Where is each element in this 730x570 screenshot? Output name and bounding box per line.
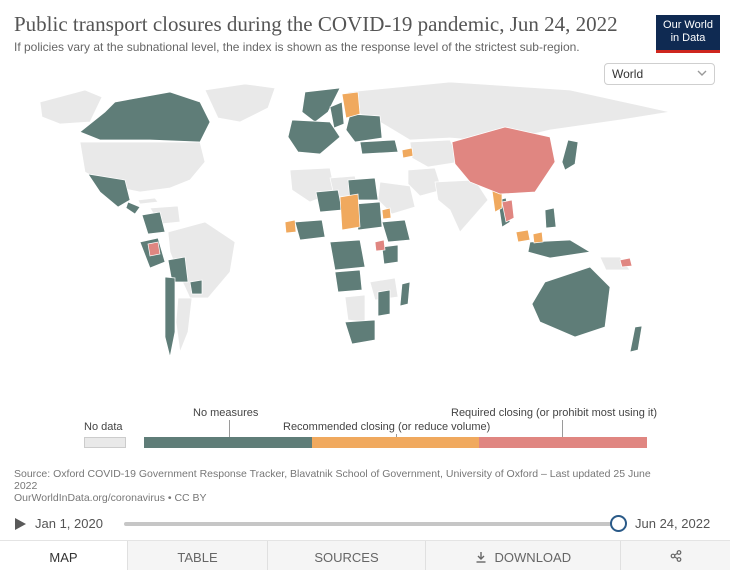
- tab-download-label: DOWNLOAD: [494, 550, 572, 565]
- region-china: [451, 126, 556, 195]
- tab-map[interactable]: MAP: [0, 541, 127, 570]
- tab-sources-label: SOURCES: [314, 550, 379, 565]
- region-philippines: [544, 207, 557, 229]
- source-line-1: Source: Oxford COVID-19 Government Respo…: [14, 468, 651, 480]
- legend-tick-required: [562, 420, 563, 437]
- region-madagascar: [399, 281, 411, 307]
- region-canada: [79, 91, 211, 143]
- legend-label-no-data: No data: [84, 421, 123, 433]
- region-azerbaijan: [401, 147, 414, 159]
- region-chile: [164, 276, 176, 358]
- legend-label-recommended: Recommended closing (or reduce volume): [283, 421, 491, 433]
- region-saudi-arabia: [377, 181, 416, 215]
- download-icon: [476, 552, 486, 563]
- region-eritrea: [381, 207, 392, 220]
- region-central-america: [125, 201, 141, 215]
- chevron-down-icon: [697, 70, 707, 76]
- legend-tick-no-measures: [229, 420, 230, 437]
- legend-tick-recommended: [396, 434, 397, 437]
- timeline-track[interactable]: [124, 522, 618, 526]
- logo-accent-bar: [656, 50, 720, 53]
- region-borneo-east: [532, 231, 544, 244]
- region-malaysia: [515, 229, 531, 243]
- region-australia: [531, 266, 611, 338]
- region-greenland: [204, 83, 276, 123]
- region-india: [434, 179, 489, 233]
- region-alaska: [39, 89, 103, 125]
- tab-table-label: TABLE: [177, 550, 218, 565]
- region-bolivia: [167, 256, 189, 283]
- source-line-2: 2022: [14, 480, 38, 492]
- world-map[interactable]: [30, 82, 690, 407]
- region-niger: [315, 189, 343, 213]
- region-norway: [301, 87, 341, 123]
- region-select-value: World: [612, 67, 644, 81]
- region-nigeria: [294, 219, 326, 241]
- region-new-zealand: [629, 325, 643, 353]
- source-note: Source: Oxford COVID-19 Government Respo…: [14, 468, 714, 504]
- legend-swatch-required[interactable]: [479, 437, 647, 448]
- tab-map-label: MAP: [49, 550, 78, 565]
- logo-line-1: Our World: [663, 19, 713, 31]
- chart-subtitle: If policies vary at the subnational leve…: [14, 40, 580, 54]
- legend-swatch-no-data[interactable]: [84, 437, 126, 448]
- region-indonesia: [527, 239, 592, 259]
- region-namibia: [344, 294, 366, 323]
- owid-logo[interactable]: Our World in Data: [656, 15, 720, 53]
- region-chad: [339, 193, 361, 231]
- region-turkey: [359, 139, 399, 155]
- region-congo: [329, 239, 366, 271]
- legend-label-required: Required closing (or prohibit most using…: [451, 407, 658, 419]
- map-legend: No data No measures Recommended closing …: [0, 400, 730, 455]
- legend-swatch-no-measures[interactable]: [144, 437, 312, 448]
- timeline: Jan 1, 2020 Jun 24, 2022: [0, 512, 730, 536]
- region-iran: [407, 167, 443, 197]
- region-finland: [341, 91, 361, 119]
- play-icon[interactable]: [15, 518, 26, 530]
- region-kenya: [381, 244, 399, 265]
- timeline-handle[interactable]: [610, 515, 627, 532]
- region-tanzania: [369, 277, 399, 301]
- legend-label-no-measures: No measures: [193, 407, 259, 419]
- region-select[interactable]: World: [604, 63, 715, 85]
- region-mozambique: [377, 289, 391, 317]
- chart-title: Public transport closures during the COV…: [14, 12, 618, 36]
- timeline-start-label[interactable]: Jan 1, 2020: [35, 516, 103, 531]
- region-eastern-europe: [345, 113, 383, 143]
- tab-download[interactable]: DOWNLOAD: [425, 541, 620, 570]
- region-thailand: [501, 199, 515, 223]
- region-ethiopia: [381, 219, 411, 243]
- region-angola: [334, 269, 363, 293]
- source-line-3[interactable]: OurWorldInData.org/coronavirus • CC BY: [14, 492, 207, 504]
- region-argentina: [175, 297, 193, 354]
- region-sweden: [329, 101, 345, 129]
- tab-share[interactable]: [620, 541, 730, 570]
- region-western-europe: [287, 119, 341, 155]
- region-cuba: [137, 197, 159, 205]
- region-mexico: [87, 173, 131, 208]
- region-uganda: [374, 239, 386, 252]
- share-icon: [670, 550, 681, 562]
- region-japan: [561, 139, 579, 171]
- logo-line-2: in Data: [670, 32, 706, 44]
- region-uruguay: [189, 279, 203, 295]
- legend-swatch-recommended[interactable]: [312, 437, 479, 448]
- region-pacific-islands: [619, 257, 633, 268]
- tab-bar: MAP TABLE SOURCES DOWNLOAD: [0, 540, 730, 570]
- tab-table[interactable]: TABLE: [127, 541, 267, 570]
- region-colombia: [141, 211, 166, 235]
- tab-sources[interactable]: SOURCES: [267, 541, 425, 570]
- timeline-end-label[interactable]: Jun 24, 2022: [635, 516, 711, 531]
- region-gabon: [284, 219, 297, 234]
- region-south-africa: [344, 319, 376, 345]
- region-ecuador: [147, 241, 161, 257]
